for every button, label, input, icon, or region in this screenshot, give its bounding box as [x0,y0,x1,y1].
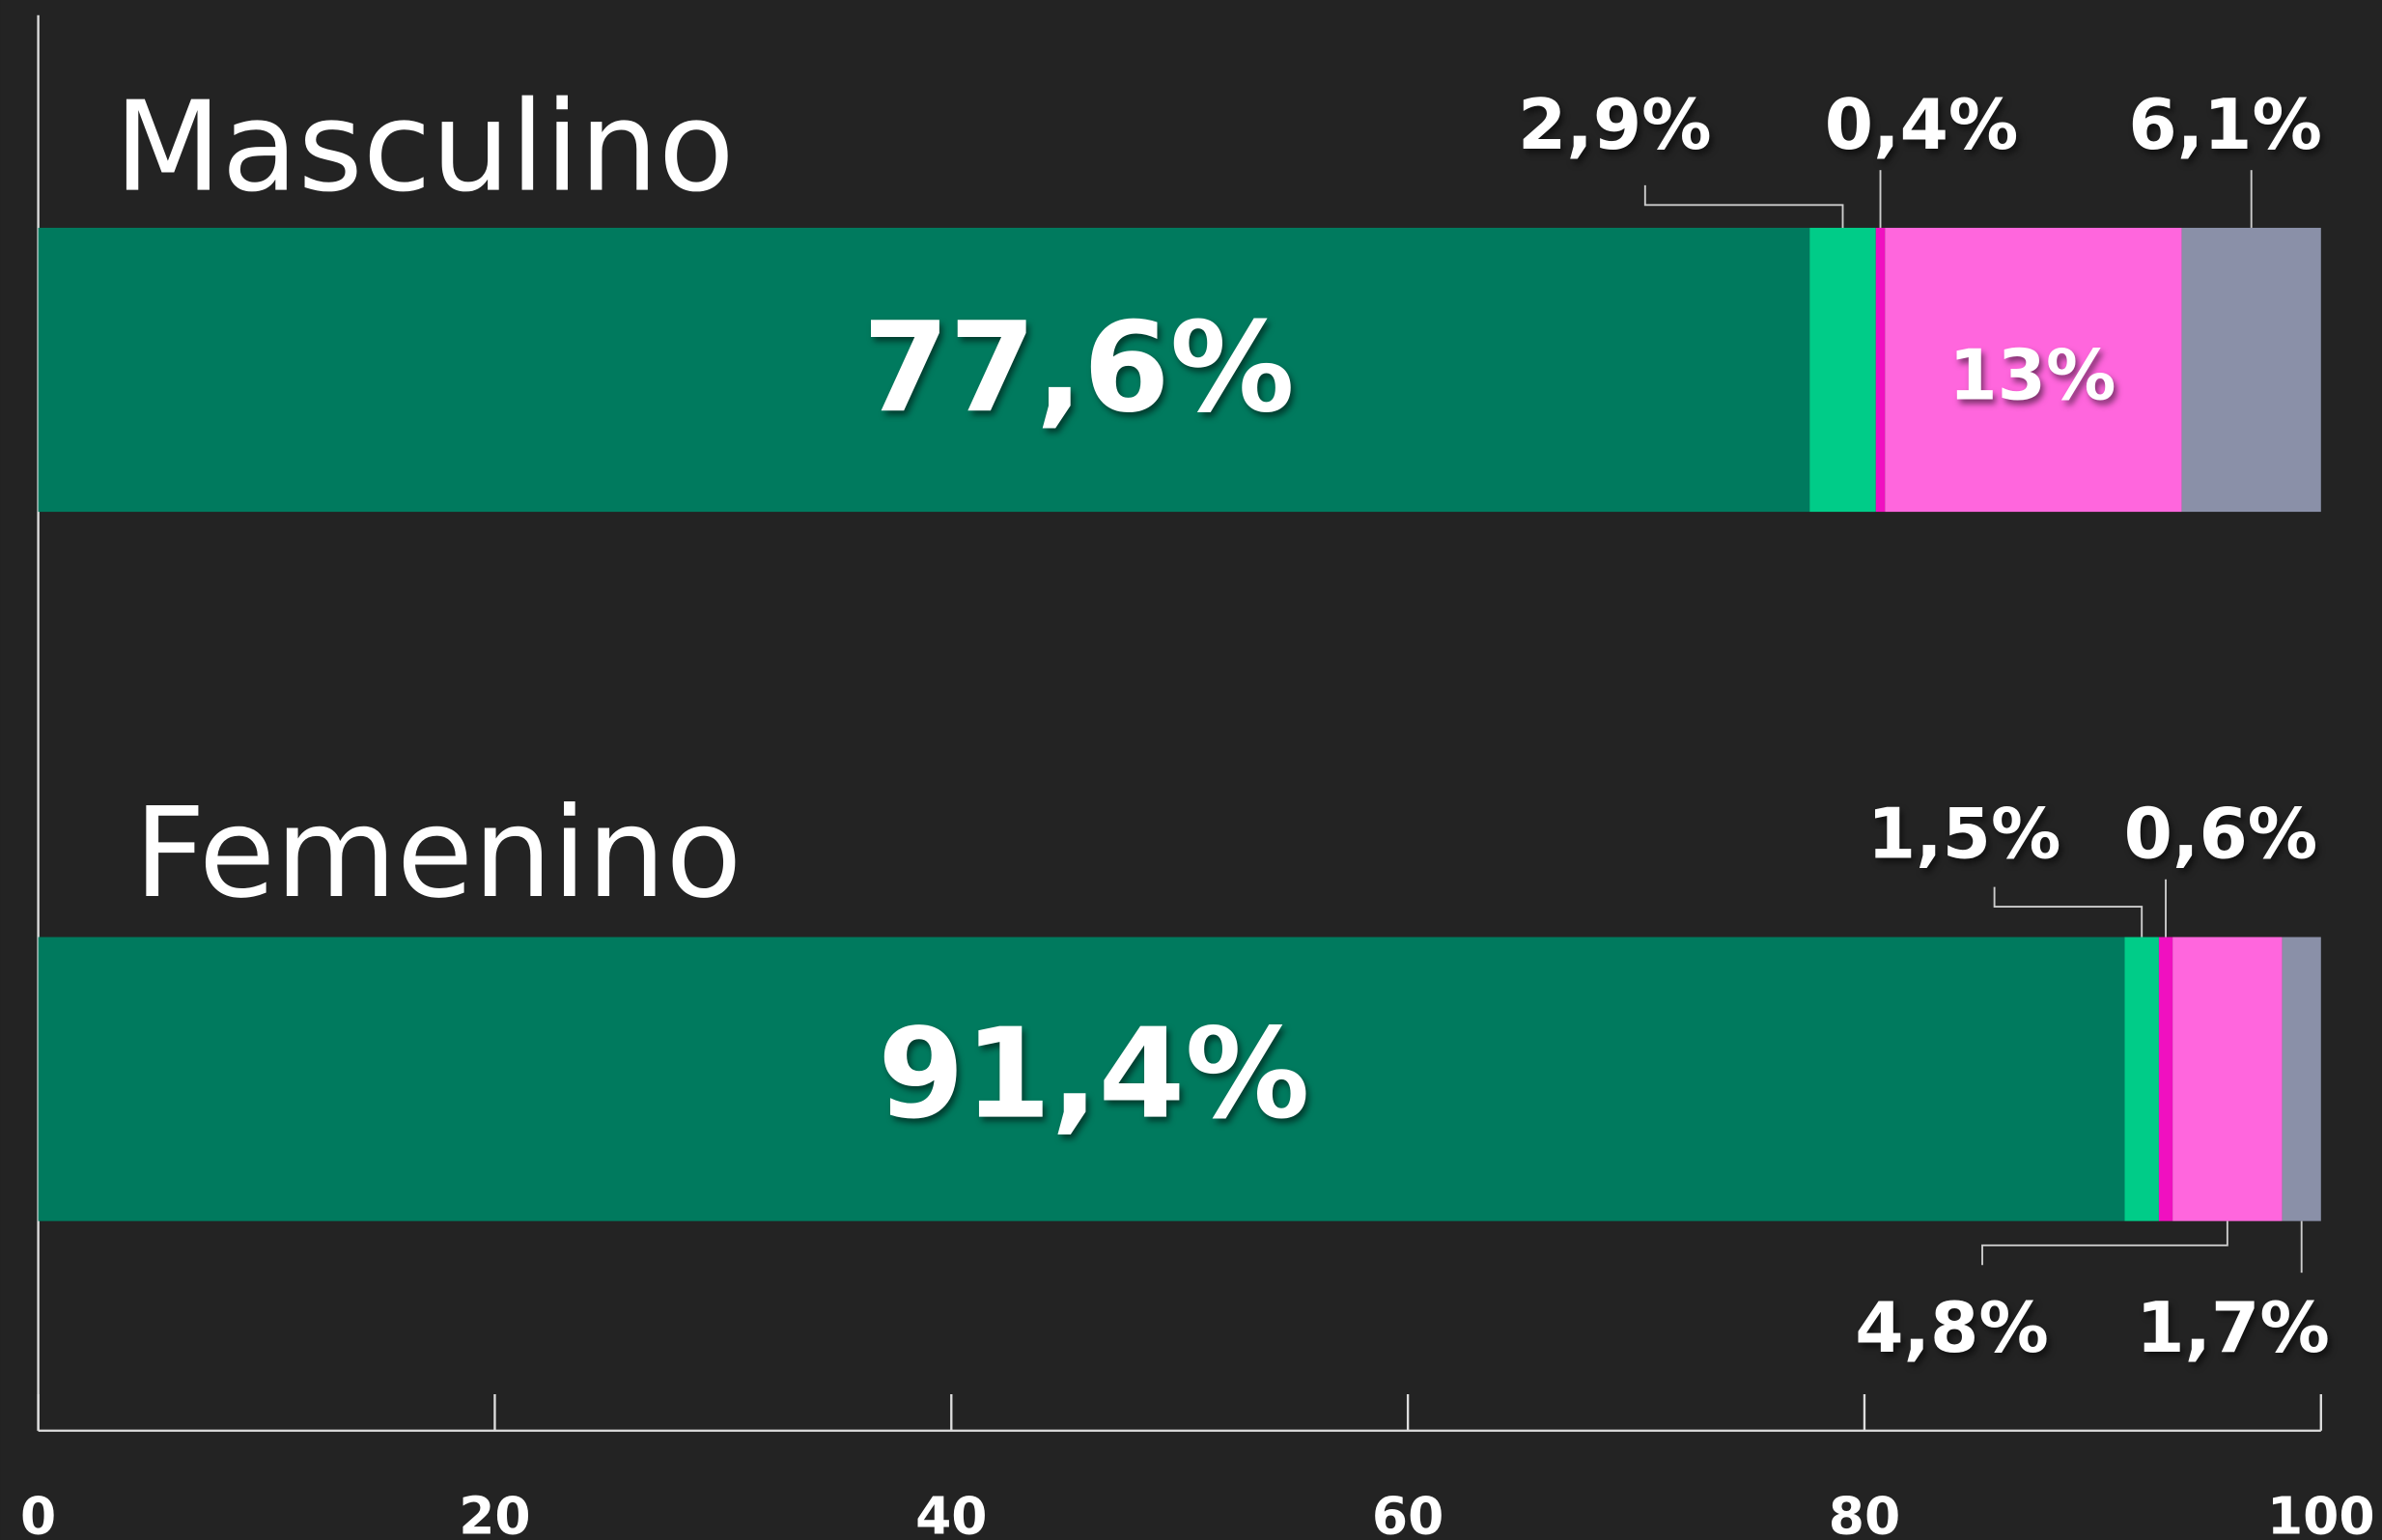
x-tick-label: 60 [1372,1486,1443,1540]
bar-segment [2124,937,2159,1221]
value-label: 2,9% [1518,85,1712,166]
value-label: 91,4% [878,1002,1309,1147]
bar-segment [2172,937,2283,1221]
x-tick-label: 40 [915,1486,987,1540]
bar-segment [1809,227,1876,513]
leader-line [1643,184,1844,228]
value-label: 1,7% [2136,1288,2330,1369]
category-label: Masculino [114,75,734,220]
value-label: 1,5% [1867,795,2061,876]
value-label: 13% [1948,335,2116,416]
value-label: 0,4% [1825,85,2019,166]
x-tick-label: 100 [2267,1486,2375,1540]
leader-line [1981,1220,2228,1266]
value-label: 6,1% [2128,85,2322,166]
bar-segment [2181,227,2321,513]
value-label: 77,6% [862,295,1294,440]
bar-segment [2282,937,2321,1221]
category-label: Femenino [134,781,743,926]
value-label: 4,8% [1855,1288,2049,1369]
bar-segment [1875,227,1886,513]
value-label: 0,6% [2124,795,2318,876]
bar-segment [1885,227,2182,513]
x-tick-label: 80 [1829,1486,1900,1540]
x-tick-label: 0 [20,1486,56,1540]
leader-line [1993,886,2144,938]
bar-segment [38,227,1810,513]
x-tick-label: 20 [459,1486,530,1540]
bar-segment [2158,937,2173,1221]
bar-segment [38,937,2125,1221]
